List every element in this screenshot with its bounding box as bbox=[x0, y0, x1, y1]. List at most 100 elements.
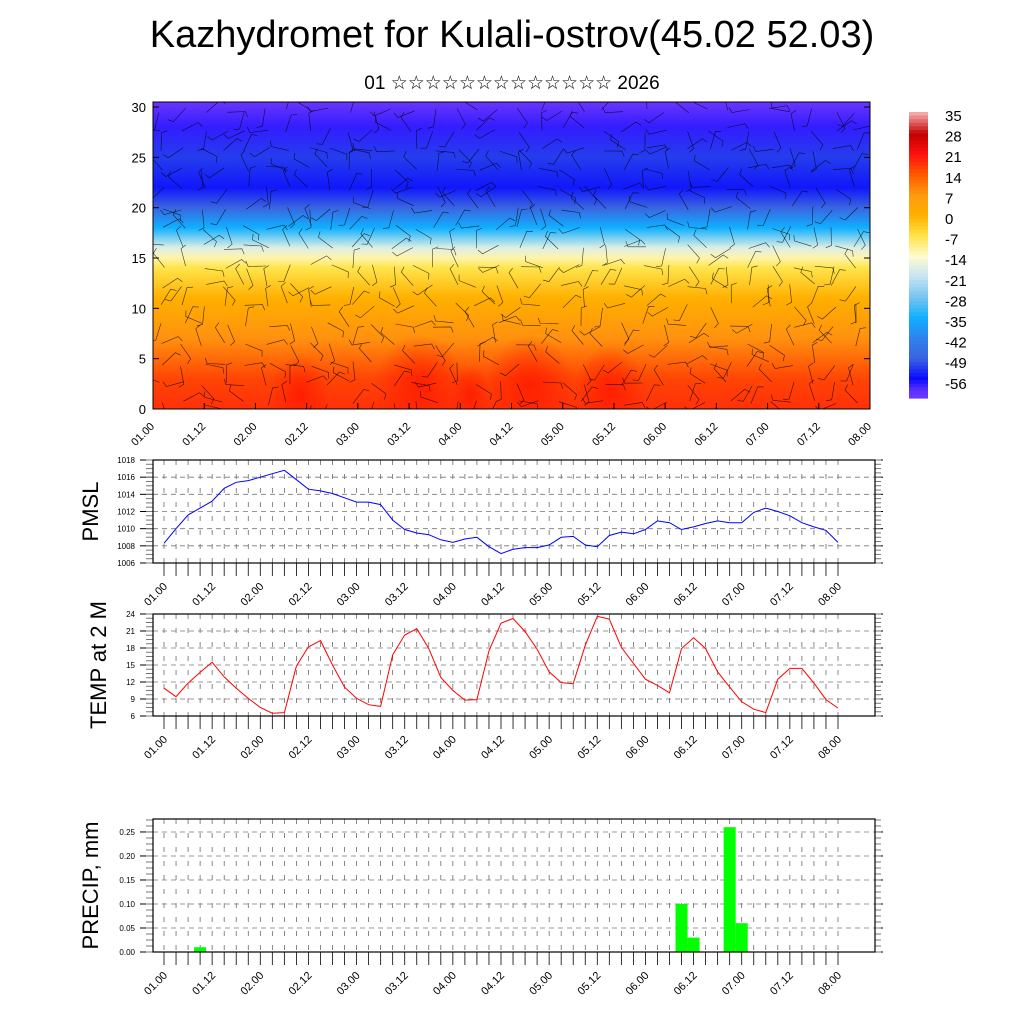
wind-barb bbox=[474, 297, 496, 307]
wind-barb bbox=[785, 324, 795, 346]
y-tick-label: 0.10 bbox=[119, 900, 135, 909]
wind-barb bbox=[853, 125, 870, 131]
wind-barb bbox=[349, 173, 363, 191]
wind-barb bbox=[389, 266, 396, 288]
y-tick-label: 20 bbox=[132, 201, 146, 216]
wind-barb bbox=[808, 362, 814, 384]
chart-subtitle: 01 ☆☆☆☆☆☆☆☆☆☆☆☆☆ 2026 bbox=[364, 73, 660, 94]
wind-barb bbox=[294, 169, 308, 188]
wind-barb bbox=[282, 225, 291, 247]
wind-barb bbox=[645, 146, 667, 155]
wind-barb bbox=[624, 329, 640, 346]
colorbar-cell bbox=[909, 262, 928, 267]
colorbar-cell bbox=[909, 305, 928, 310]
wind-barb bbox=[435, 150, 456, 159]
colorbar-cell bbox=[909, 372, 928, 378]
wind-barb bbox=[252, 233, 269, 249]
wind-barb bbox=[287, 207, 295, 229]
precip-bar bbox=[194, 947, 207, 952]
wind-barb bbox=[435, 189, 457, 198]
wind-barb bbox=[811, 286, 825, 304]
wind-barb bbox=[433, 211, 449, 228]
y-axis-label: PRECIP, mm bbox=[78, 822, 103, 950]
wind-barb bbox=[548, 209, 564, 227]
wind-barb bbox=[290, 283, 304, 303]
wind-barb bbox=[197, 131, 207, 151]
wind-barb bbox=[772, 245, 781, 267]
x-tick-label: 03.00 bbox=[334, 421, 362, 449]
colorbar-cell bbox=[909, 115, 928, 120]
wind-barb bbox=[620, 121, 641, 133]
wind-barb bbox=[464, 102, 478, 111]
wind-barb bbox=[739, 168, 754, 187]
wind-barb bbox=[811, 151, 817, 173]
panel-precip-mm bbox=[140, 818, 883, 965]
x-tick-label: 05.00 bbox=[527, 581, 555, 609]
wind-barb bbox=[436, 248, 457, 256]
colorbar-cell bbox=[909, 330, 928, 335]
wind-barb bbox=[603, 150, 625, 157]
wind-barb bbox=[442, 186, 455, 206]
wind-barb bbox=[372, 264, 378, 286]
colorbar-cell bbox=[909, 376, 928, 381]
wind-barb bbox=[816, 306, 837, 320]
colorbar-cell bbox=[909, 201, 928, 206]
wind-barb bbox=[204, 167, 225, 179]
wind-barb bbox=[653, 364, 664, 386]
wind-barb bbox=[771, 363, 793, 369]
wind-barb bbox=[684, 402, 706, 409]
wind-barb bbox=[518, 149, 532, 169]
wind-barb bbox=[623, 153, 639, 171]
wind-barb bbox=[815, 187, 826, 208]
wind-barb bbox=[772, 266, 783, 287]
panel-frame bbox=[152, 459, 876, 564]
wind-barb bbox=[750, 386, 764, 404]
wind-barb bbox=[673, 304, 688, 321]
wind-barb bbox=[395, 323, 415, 334]
wind-barb bbox=[542, 232, 557, 250]
y-tick-label: 12 bbox=[126, 678, 135, 687]
wind-barb bbox=[478, 265, 500, 273]
wind-barb bbox=[569, 110, 585, 129]
wind-barb bbox=[604, 168, 613, 190]
wind-barb bbox=[349, 361, 356, 383]
x-tick-label: 02.12 bbox=[287, 970, 315, 998]
wind-barb bbox=[223, 138, 243, 151]
wind-barb bbox=[178, 366, 185, 388]
wind-barb bbox=[603, 303, 626, 309]
wind-barb bbox=[857, 228, 866, 250]
wind-barb bbox=[168, 171, 183, 189]
wind-barb bbox=[722, 266, 729, 288]
x-tick-label: 05.00 bbox=[527, 734, 555, 762]
wind-barb bbox=[710, 307, 719, 329]
wind-barb bbox=[687, 286, 708, 295]
wind-barb bbox=[424, 287, 437, 307]
wind-barb bbox=[646, 293, 666, 306]
wind-barb bbox=[731, 323, 753, 334]
wind-barb bbox=[853, 231, 870, 248]
wind-barb bbox=[310, 286, 332, 295]
wind-barb bbox=[269, 363, 287, 378]
wind-barb bbox=[352, 388, 370, 404]
x-tick-label: 06.00 bbox=[624, 734, 652, 762]
colorbar-cell bbox=[909, 294, 928, 299]
wind-barb bbox=[366, 168, 373, 190]
wind-barb bbox=[479, 162, 501, 171]
wind-barb bbox=[293, 152, 310, 168]
wind-barb bbox=[708, 130, 724, 147]
wind-barb bbox=[748, 148, 759, 170]
colorbar-cell bbox=[909, 133, 928, 138]
wind-barb bbox=[623, 344, 644, 354]
wind-barb bbox=[844, 384, 858, 404]
wind-barb bbox=[710, 248, 731, 259]
wind-barb bbox=[818, 324, 832, 344]
wind-barb bbox=[644, 168, 664, 180]
wind-barb bbox=[352, 142, 373, 152]
wind-barb bbox=[644, 210, 666, 218]
wind-barb bbox=[496, 285, 504, 307]
wind-barb bbox=[625, 229, 641, 246]
wind-barb bbox=[839, 286, 857, 302]
colorbar-cell bbox=[909, 394, 928, 399]
wind-barb bbox=[577, 102, 585, 112]
wind-barb bbox=[772, 228, 790, 241]
